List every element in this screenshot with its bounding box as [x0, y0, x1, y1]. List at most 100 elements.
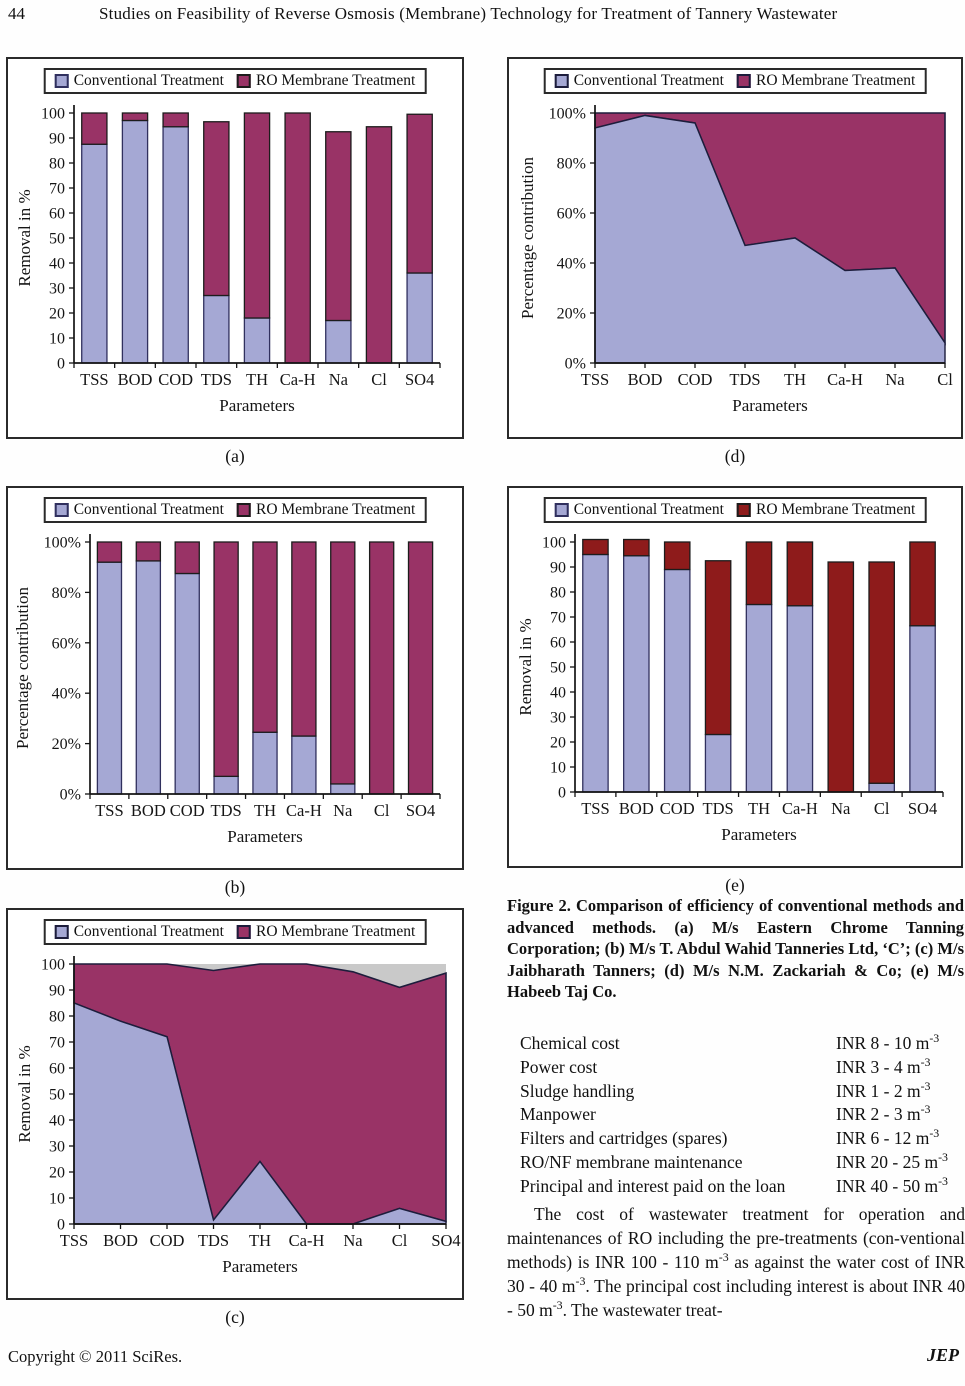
ro-swatch-icon [236, 503, 251, 517]
panel-label-d: (d) [724, 446, 746, 466]
cost-row: Power cost INR 3 - 4 m-3 [507, 1056, 964, 1080]
y-tick-label: 70 [49, 181, 65, 198]
chart-a: Conventional Treatment RO Membrane Treat… [6, 57, 464, 439]
x-axis-title: Parameters [222, 1257, 298, 1276]
y-tick-label: 80% [557, 156, 586, 173]
x-category-label: BOD [131, 801, 166, 820]
paragraph-text: . The wastewater treat- [562, 1299, 723, 1320]
y-tick-label: 30 [49, 281, 65, 298]
y-tick-label: 50 [49, 231, 65, 248]
legend-label: Conventional Treatment [73, 72, 224, 89]
x-category-label: Cl [374, 801, 390, 820]
chart-e-legend: Conventional Treatment RO Membrane Treat… [543, 497, 927, 523]
cost-item-label: Manpower [520, 1104, 596, 1125]
x-category-label: Cl [392, 1231, 408, 1250]
x-category-label: TH [246, 370, 268, 389]
y-tick-label: 60% [557, 206, 586, 223]
y-tick-label: 10 [550, 760, 566, 777]
cost-item-value: INR 20 - 25 m-3 [836, 1150, 948, 1172]
legend-item-conventional: Conventional Treatment [554, 72, 724, 90]
x-category-label: COD [150, 1231, 185, 1250]
y-tick-label: 40 [49, 256, 65, 273]
footer-journal-abbrev: JEP [926, 1345, 959, 1365]
x-category-label: Cl [371, 370, 387, 389]
conventional-swatch-icon [54, 925, 69, 939]
x-category-label: TSS [581, 799, 609, 818]
x-category-label: Ca-H [289, 1231, 325, 1250]
chart-canvas(c): 0 10 20 30 40 50 60 70 80 90 100 TSS BOD COD TDS TH Ca-H… [15, 956, 461, 1276]
ro-swatch-icon [736, 74, 751, 88]
x-category-label: TH [784, 370, 806, 389]
chart-d: Conventional Treatment RO Membrane Treat… [507, 57, 963, 439]
y-tick-label: 40% [52, 686, 81, 703]
y-tick-label: 30 [550, 710, 566, 727]
x-category-label: COD [158, 370, 193, 389]
panel-label-b: (b) [224, 877, 246, 897]
x-category-label: BOD [619, 799, 654, 818]
x-category-label: TDS [729, 370, 760, 389]
cost-item-label: Power cost [520, 1056, 598, 1077]
y-tick-label: 0% [60, 787, 81, 804]
y-axis-title: Removal in % [516, 618, 535, 715]
figure-panel-d: Conventional Treatment RO Membrane Treat… [507, 57, 963, 467]
x-category-label: Ca-H [782, 799, 818, 818]
panel-label-a: (a) [225, 446, 245, 466]
y-tick-label: 20% [557, 306, 586, 323]
x-category-label: TDS [198, 1231, 229, 1250]
x-category-label: Na [329, 370, 349, 389]
y-tick-label: 80% [52, 585, 81, 602]
chart-a-plot: 0 10 20 30 40 50 60 70 80 90 100 TSS BOD COD TDS TH Ca-H… [8, 59, 462, 438]
cost-row: Sludge handling INR 1 - 2 m-3 [507, 1080, 964, 1104]
unit-superscript: -3 [552, 1298, 563, 1313]
y-tick-label: 40% [557, 256, 586, 273]
y-tick-label: 0% [565, 356, 586, 373]
y-tick-label: 20% [52, 736, 81, 753]
x-category-label: TSS [95, 801, 123, 820]
x-category-label: Cl [937, 370, 953, 389]
cost-item-value: INR 6 - 12 m-3 [836, 1126, 940, 1149]
x-category-label: BOD [103, 1231, 138, 1250]
cost-item-value: INR 40 - 50 m-3 [836, 1173, 948, 1196]
chart-c-plot: 0 10 20 30 40 50 60 70 80 90 100 TSS BOD COD TDS TH Ca-H… [8, 910, 462, 1299]
x-category-label: Na [885, 370, 905, 389]
x-category-label: TSS [80, 370, 108, 389]
figure-panel-e: Conventional Treatment RO Membrane Treat… [507, 486, 963, 896]
y-tick-label: 10 [49, 331, 65, 348]
figure-panel-c: Conventional Treatment RO Membrane Treat… [6, 908, 464, 1328]
x-category-label: SO4 [908, 799, 937, 818]
y-tick-label: 70 [49, 1035, 65, 1052]
x-category-label: TH [254, 801, 276, 820]
y-axis-title: Percentage contribution [518, 157, 537, 319]
chart-b: Conventional Treatment RO Membrane Treat… [6, 486, 464, 870]
x-category-label: SO4 [405, 370, 434, 389]
y-tick-label: 60 [49, 206, 65, 223]
y-tick-label: 0 [57, 356, 65, 373]
x-category-label: TDS [211, 801, 242, 820]
unit-superscript: -3 [718, 1250, 729, 1265]
x-category-label: BOD [118, 370, 153, 389]
legend-item-ro: RO Membrane Treatment [236, 501, 415, 519]
legend-label: RO Membrane Treatment [755, 501, 916, 518]
cost-item-label: Principal and interest paid on the loan [520, 1175, 786, 1196]
panel-label-c: (c) [225, 1307, 245, 1327]
y-tick-label: 100% [549, 106, 586, 123]
x-category-label: Ca-H [286, 801, 322, 820]
chart-e-plot: 0 10 20 30 40 50 60 70 80 90 100 TSS BOD COD TDS TH Ca-H… [509, 488, 961, 867]
y-tick-label: 10 [49, 1191, 65, 1208]
legend-item-conventional: Conventional Treatment [54, 923, 224, 941]
paragraph-text: . The principal cost including interest … [507, 1275, 965, 1320]
body-paragraph: The cost of wastewater treatment for ope… [507, 1203, 965, 1323]
x-category-label: Na [333, 801, 353, 820]
cost-row: Filters and cartridges (spares) INR 6 - 1… [507, 1127, 964, 1151]
y-tick-label: 90 [550, 560, 566, 577]
y-tick-label: 50 [550, 660, 566, 677]
y-tick-label: 0 [57, 1217, 65, 1234]
y-tick-label: 60 [550, 635, 566, 652]
x-category-label: BOD [628, 370, 663, 389]
legend-item-conventional: Conventional Treatment [54, 501, 224, 519]
x-category-label: Na [831, 799, 851, 818]
x-category-label: TSS [581, 370, 609, 389]
chart-b-plot: 0% 20% 40% 60% 80% 100% TSS BOD COD TDS TH Ca-H Na Cl… [8, 488, 462, 869]
y-tick-label: 30 [49, 1139, 65, 1156]
cost-row: Manpower INR 2 - 3 m-3 [507, 1103, 964, 1127]
